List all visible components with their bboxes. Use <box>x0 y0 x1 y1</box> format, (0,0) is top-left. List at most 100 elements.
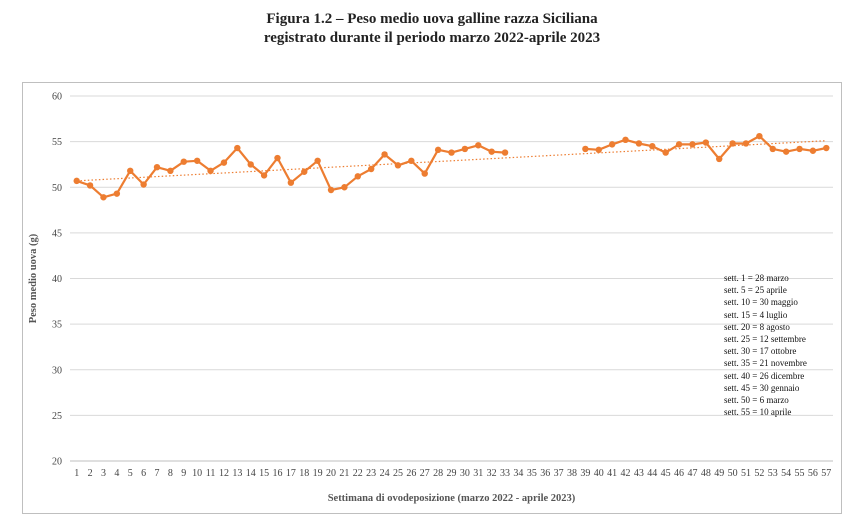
x-tick-label: 34 <box>513 468 523 479</box>
data-point <box>635 140 643 147</box>
data-point <box>689 141 696 148</box>
data-point <box>823 144 830 152</box>
data-point <box>421 170 428 177</box>
data-point <box>501 149 509 156</box>
x-tick-label: 56 <box>808 468 818 479</box>
x-tick-label: 45 <box>661 468 671 479</box>
data-point <box>475 142 482 149</box>
data-point <box>314 157 321 164</box>
x-tick-label: 33 <box>500 468 510 479</box>
data-point <box>582 145 589 153</box>
legend-note: sett. 25 = 12 settembre <box>724 334 806 345</box>
x-tick-label: 21 <box>339 468 349 479</box>
data-point <box>127 167 134 175</box>
data-point <box>367 165 375 173</box>
data-point <box>434 146 442 154</box>
data-point <box>234 144 241 152</box>
x-tick-label: 42 <box>621 468 631 479</box>
chart-title-line-1: Figura 1.2 – Peso medio uova galline raz… <box>266 11 598 27</box>
x-tick-label: 11 <box>206 468 216 479</box>
x-tick-label: 19 <box>313 468 323 479</box>
legend-note: sett. 5 = 25 aprile <box>724 285 787 296</box>
x-tick-label: 57 <box>821 468 831 479</box>
x-tick-label: 2 <box>88 468 93 479</box>
x-tick-label: 27 <box>420 468 430 479</box>
x-tick-label: 24 <box>380 468 390 479</box>
data-point <box>649 142 656 150</box>
data-points <box>73 132 830 201</box>
x-tick-labels: 1 2 3 4 5 6 7 8 9 10 11 12 13 14 15 16 17 18 19 20 21 22 23 24 2… <box>74 468 831 479</box>
x-tick-label: 52 <box>754 468 764 479</box>
data-point <box>716 155 723 163</box>
x-tick-label: 9 <box>181 468 186 479</box>
data-point <box>274 154 281 162</box>
y-axis-label: Peso medio uova (g) <box>28 233 39 323</box>
data-point <box>73 177 80 185</box>
data-point <box>595 146 602 154</box>
data-point <box>608 141 616 148</box>
data-point <box>247 161 254 168</box>
x-tick-label: 30 <box>460 468 470 479</box>
legend-note: sett. 10 = 30 maggio <box>724 297 798 308</box>
x-tick-label: 17 <box>286 468 296 479</box>
y-tick-label: 30 <box>52 365 62 376</box>
x-tick-label: 8 <box>168 468 173 479</box>
y-tick-labels: 20 25 30 35 40 45 50 55 60 <box>52 92 62 468</box>
data-point <box>742 140 750 147</box>
data-point <box>622 136 629 143</box>
x-tick-label: 13 <box>232 468 242 479</box>
chart-frame <box>22 82 842 514</box>
data-point <box>260 172 268 179</box>
x-tick-label: 53 <box>768 468 778 479</box>
x-tick-label: 54 <box>781 468 791 479</box>
y-tick-label: 25 <box>52 411 62 422</box>
data-point <box>86 182 94 189</box>
x-tick-label: 28 <box>433 468 443 479</box>
x-tick-label: 7 <box>155 468 160 479</box>
x-tick-label: 25 <box>393 468 403 479</box>
x-tick-label: 51 <box>741 468 751 479</box>
x-tick-label: 41 <box>607 468 617 479</box>
legend-note: sett. 1 = 28 marzo <box>724 273 789 283</box>
x-tick-label: 6 <box>141 468 146 479</box>
y-tick-label: 45 <box>52 228 62 239</box>
x-tick-label: 44 <box>647 468 657 479</box>
x-tick-label: 36 <box>540 468 550 479</box>
y-tick-label: 60 <box>52 92 62 103</box>
chart-title-line-2: registrato durante il periodo marzo 2022… <box>263 30 601 46</box>
legend-note: sett. 20 = 8 agosto <box>724 321 790 332</box>
data-point <box>301 168 308 175</box>
x-tick-label: 20 <box>326 468 336 479</box>
data-point <box>193 157 201 164</box>
x-tick-label: 14 <box>246 468 256 479</box>
data-point <box>488 148 495 155</box>
x-tick-label: 22 <box>353 468 363 479</box>
legend-note: sett. 50 = 6 marzo <box>724 395 789 406</box>
x-tick-label: 40 <box>594 468 604 479</box>
data-point <box>113 190 121 197</box>
x-tick-label: 38 <box>567 468 577 479</box>
x-axis-label: Settimana di ovodeposizione (marzo 2022 … <box>328 493 576 504</box>
x-tick-label: 12 <box>219 468 229 479</box>
data-point <box>782 148 790 155</box>
x-tick-label: 15 <box>259 468 269 479</box>
data-point <box>354 173 361 180</box>
legend-note: sett. 35 = 21 novembre <box>724 358 807 369</box>
x-tick-label: 1 <box>74 468 79 479</box>
series-line-segment <box>76 144 506 199</box>
x-tick-label: 55 <box>795 468 805 479</box>
x-tick-label: 5 <box>128 468 133 479</box>
data-point <box>796 145 803 153</box>
data-point <box>381 151 388 158</box>
x-tick-label: 26 <box>406 468 416 479</box>
data-point <box>702 139 710 146</box>
legend-note: sett. 40 = 26 dicembre <box>724 370 805 381</box>
data-point <box>662 149 669 156</box>
data-point <box>394 162 402 169</box>
week-date-legend: sett. 1 = 28 marzo sett. 5 = 25 aprile set… <box>724 272 807 418</box>
data-point <box>327 186 335 194</box>
chart-title: Figura 1.2 – Peso medio uova galline raz… <box>0 10 864 48</box>
series-lines <box>76 135 827 199</box>
legend-note: sett. 30 = 17 ottobre <box>724 346 797 357</box>
